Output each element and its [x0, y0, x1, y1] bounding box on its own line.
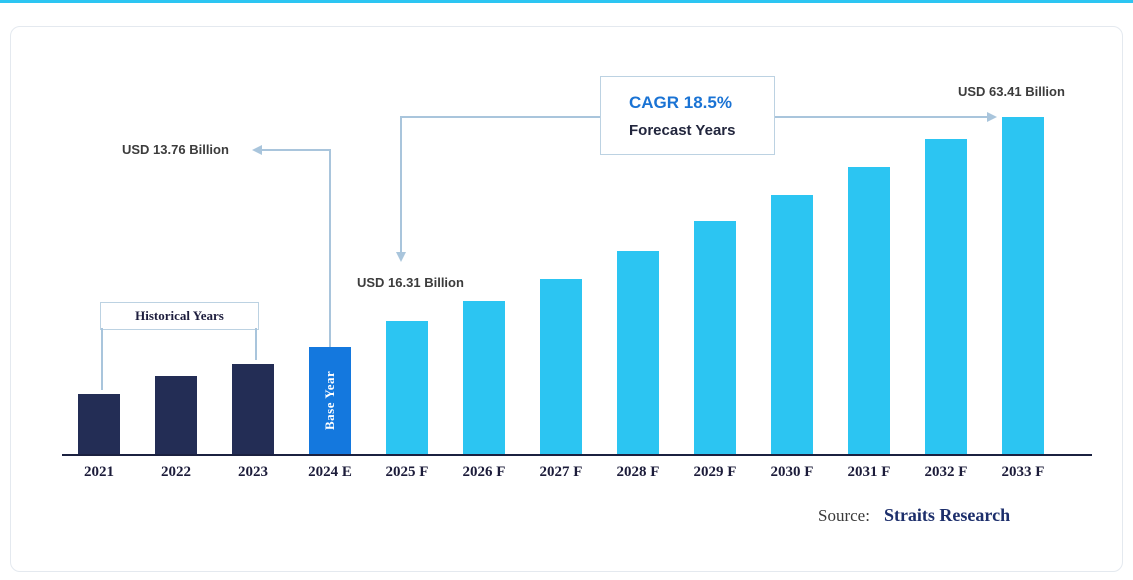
bar-2025-f — [386, 321, 428, 454]
forecast-end-arrow-hline — [775, 116, 987, 118]
bar-2026-f — [463, 301, 505, 454]
x-axis-label-2025-f: 2025 F — [385, 464, 429, 480]
forecast-start-arrow-vline — [400, 116, 402, 252]
forecast-start-value-label: USD 16.31 Billion — [357, 275, 464, 290]
historical-bracket-right-line — [255, 328, 257, 360]
x-axis-label-2022: 2022 — [161, 464, 191, 480]
base-year-bar-label: Base Year — [322, 370, 337, 431]
bar-2033-f — [1002, 117, 1044, 454]
cagr-box: CAGR 18.5% Forecast Years — [600, 76, 775, 155]
bar-2023 — [232, 364, 274, 454]
x-axis-label-2021: 2021 — [84, 464, 114, 480]
bar-2029-f — [694, 221, 736, 454]
x-axis-line — [62, 454, 1092, 456]
x-axis-label-2027-f: 2027 F — [539, 464, 583, 480]
x-axis-label-2032-f: 2032 F — [924, 464, 968, 480]
x-axis-label-2026-f: 2026 F — [462, 464, 506, 480]
forecast-years-label: Forecast Years — [629, 121, 736, 139]
forecast-start-arrow-hline — [400, 116, 600, 118]
arrowhead-down-icon — [396, 252, 406, 262]
x-axis-label-2023: 2023 — [238, 464, 268, 480]
base-year-arrow-hline — [261, 149, 331, 151]
x-axis-label-2029-f: 2029 F — [693, 464, 737, 480]
historical-bracket-left-line — [101, 328, 103, 390]
historical-years-box: Historical Years — [100, 302, 259, 330]
bar-2030-f — [771, 195, 813, 454]
source-line: Source: Straits Research — [818, 505, 1010, 526]
x-axis-label-2028-f: 2028 F — [616, 464, 660, 480]
bar-2031-f — [848, 167, 890, 454]
source-name: Straits Research — [883, 505, 1011, 525]
x-axis-label-2033-f: 2033 F — [1001, 464, 1045, 480]
bar-2021 — [78, 394, 120, 454]
bar-2028-f — [617, 251, 659, 454]
x-axis-label-2031-f: 2031 F — [847, 464, 891, 480]
historical-years-label: Historical Years — [135, 308, 224, 323]
source-prefix: Source: — [818, 506, 870, 525]
base-year-arrow-vline — [329, 149, 331, 347]
x-axis-label-2030-f: 2030 F — [770, 464, 814, 480]
forecast-end-value-label: USD 63.41 Billion — [958, 84, 1065, 99]
bar-2027-f — [540, 279, 582, 454]
base-year-value-label: USD 13.76 Billion — [122, 142, 229, 157]
x-axis-label-2024-e: 2024 E — [308, 464, 352, 480]
bar-2032-f — [925, 139, 967, 454]
top-accent-bar — [0, 0, 1133, 3]
cagr-label: CAGR 18.5% — [629, 92, 732, 112]
bar-2022 — [155, 376, 197, 454]
arrowhead-right-icon — [987, 112, 997, 122]
bar-2024-e: Base Year — [309, 347, 351, 454]
arrowhead-left-icon — [252, 145, 262, 155]
